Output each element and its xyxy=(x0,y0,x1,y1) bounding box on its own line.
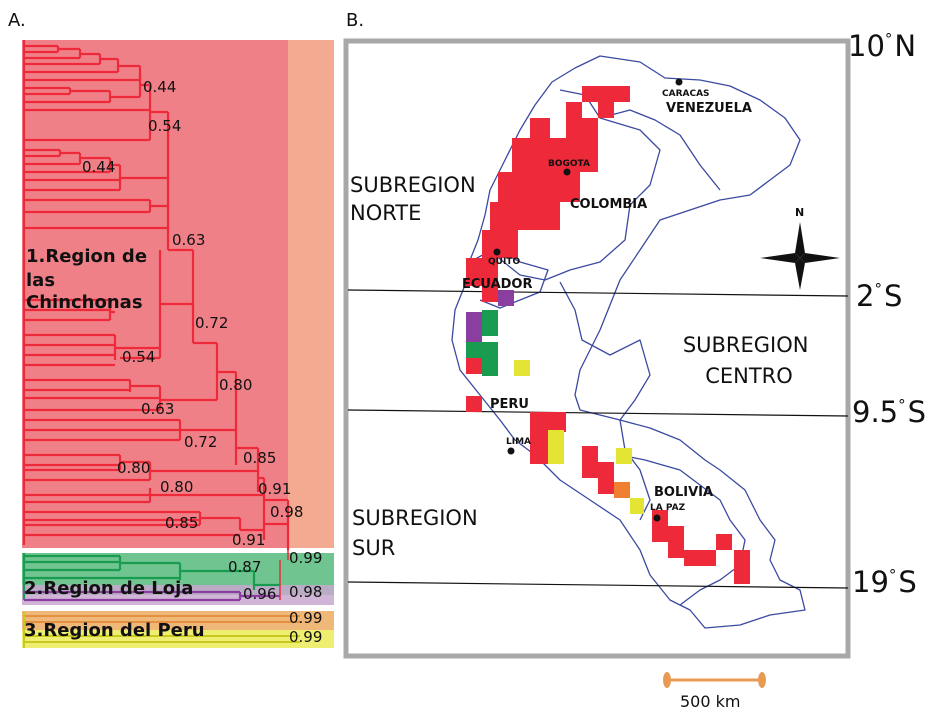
subregion-label-sur: SUBREGION SUR xyxy=(352,506,484,560)
support-values: 0.44 0.54 0.44 0.63 0.72 0.54 0.80 0.63 … xyxy=(82,78,322,646)
support-value: 0.91 xyxy=(232,531,265,549)
support-value: 0.99 xyxy=(289,628,322,646)
chinchonas-branches xyxy=(22,40,290,550)
subregion-label-norte: SUBREGION NORTE xyxy=(350,173,482,225)
support-value: 0.54 xyxy=(122,348,155,366)
country-outlines xyxy=(451,55,806,629)
support-value: 0.98 xyxy=(289,583,322,601)
country-label-ecuador: ECUADOR xyxy=(462,277,533,292)
country-label-bolivia: BOLIVIA xyxy=(654,485,713,500)
latitude-labels: 10°N 2°S 9.5°S 19°S xyxy=(848,29,926,599)
peru-border xyxy=(559,281,651,521)
city-dot-bogota xyxy=(563,168,571,176)
region-label-2: 2.Region de Loja xyxy=(24,578,193,599)
support-value: 0.63 xyxy=(141,400,174,418)
latitude-line-2s xyxy=(347,289,849,297)
support-value: 0.54 xyxy=(148,117,181,135)
subregion-label-centro: SUBREGION CENTRO xyxy=(683,333,815,388)
region-label-1: 1.Region de las Chinchonas xyxy=(26,246,153,313)
dendrogram: 0.44 0.54 0.44 0.63 0.72 0.54 0.80 0.63 … xyxy=(22,40,334,648)
support-value: 0.80 xyxy=(117,459,150,477)
support-value: 0.44 xyxy=(82,158,115,176)
cities: CARACAS BOGOTA QUITO LIMA LA PAZ xyxy=(488,78,710,522)
compass-icon: N xyxy=(760,206,840,290)
distribution-cells xyxy=(466,86,750,584)
backbone xyxy=(279,548,289,600)
scale-bar: 500 km xyxy=(663,672,766,711)
support-value: 0.85 xyxy=(165,514,198,532)
scale-label: 500 km xyxy=(680,692,740,711)
city-label-quito: QUITO xyxy=(488,257,520,267)
city-dot-lapaz xyxy=(653,514,661,522)
support-value: 0.63 xyxy=(172,231,205,249)
support-value: 0.87 xyxy=(228,558,261,576)
peru-yellow-shade xyxy=(22,630,334,648)
city-label-caracas: CARACAS xyxy=(662,89,710,99)
bolivia-border xyxy=(619,454,746,606)
chinchonas-shade xyxy=(22,40,288,548)
city-dot-lima xyxy=(507,447,515,455)
support-value: 0.91 xyxy=(258,480,291,498)
support-value: 0.80 xyxy=(160,478,193,496)
city-dot-caracas xyxy=(675,78,683,86)
compass-north-label: N xyxy=(795,206,804,219)
venezuela-border xyxy=(599,109,721,191)
city-label-bogota: BOGOTA xyxy=(548,159,590,169)
support-value: 0.99 xyxy=(289,549,322,567)
panel-label-b: B. xyxy=(346,10,364,31)
latitude-line-19s xyxy=(347,581,849,589)
countries: VENEZUELA COLOMBIA ECUADOR PERU BOLIVIA xyxy=(462,101,752,500)
country-label-venezuela: VENEZUELA xyxy=(666,101,752,116)
support-value: 0.72 xyxy=(195,314,228,332)
region-label-3: 3.Region del Peru xyxy=(24,620,205,641)
country-label-colombia: COLOMBIA xyxy=(570,197,647,212)
continent-outline xyxy=(451,55,806,629)
support-value: 0.80 xyxy=(219,376,252,394)
latitude-lines xyxy=(347,289,849,589)
panel-label-a: A. xyxy=(8,10,26,31)
peru-branches xyxy=(24,615,300,623)
latitude-label-95s: 9.5°S xyxy=(852,395,926,429)
support-value: 0.98 xyxy=(270,503,303,521)
city-label-lapaz: LA PAZ xyxy=(650,503,686,513)
city-label-lima: LIMA xyxy=(506,437,531,447)
support-value: 0.85 xyxy=(243,449,276,467)
latitude-label-2s: 2°S xyxy=(856,279,902,313)
peru-yellow-branches xyxy=(23,612,300,648)
support-value: 0.99 xyxy=(289,609,322,627)
support-value: 0.72 xyxy=(184,433,217,451)
support-value: 0.44 xyxy=(143,78,176,96)
loja-purple-branches xyxy=(24,590,280,602)
latitude-line-95s xyxy=(347,409,849,417)
map: CARACAS BOGOTA QUITO LIMA LA PAZ VENEZUE… xyxy=(343,38,851,659)
latitude-label-19s: 19°S xyxy=(852,565,917,599)
latitude-label-10n: 10°N xyxy=(848,29,916,63)
outer-salmon-shade xyxy=(288,40,334,548)
support-value: 0.96 xyxy=(243,585,276,603)
city-dot-quito xyxy=(493,248,501,256)
country-label-peru: PERU xyxy=(490,397,529,412)
